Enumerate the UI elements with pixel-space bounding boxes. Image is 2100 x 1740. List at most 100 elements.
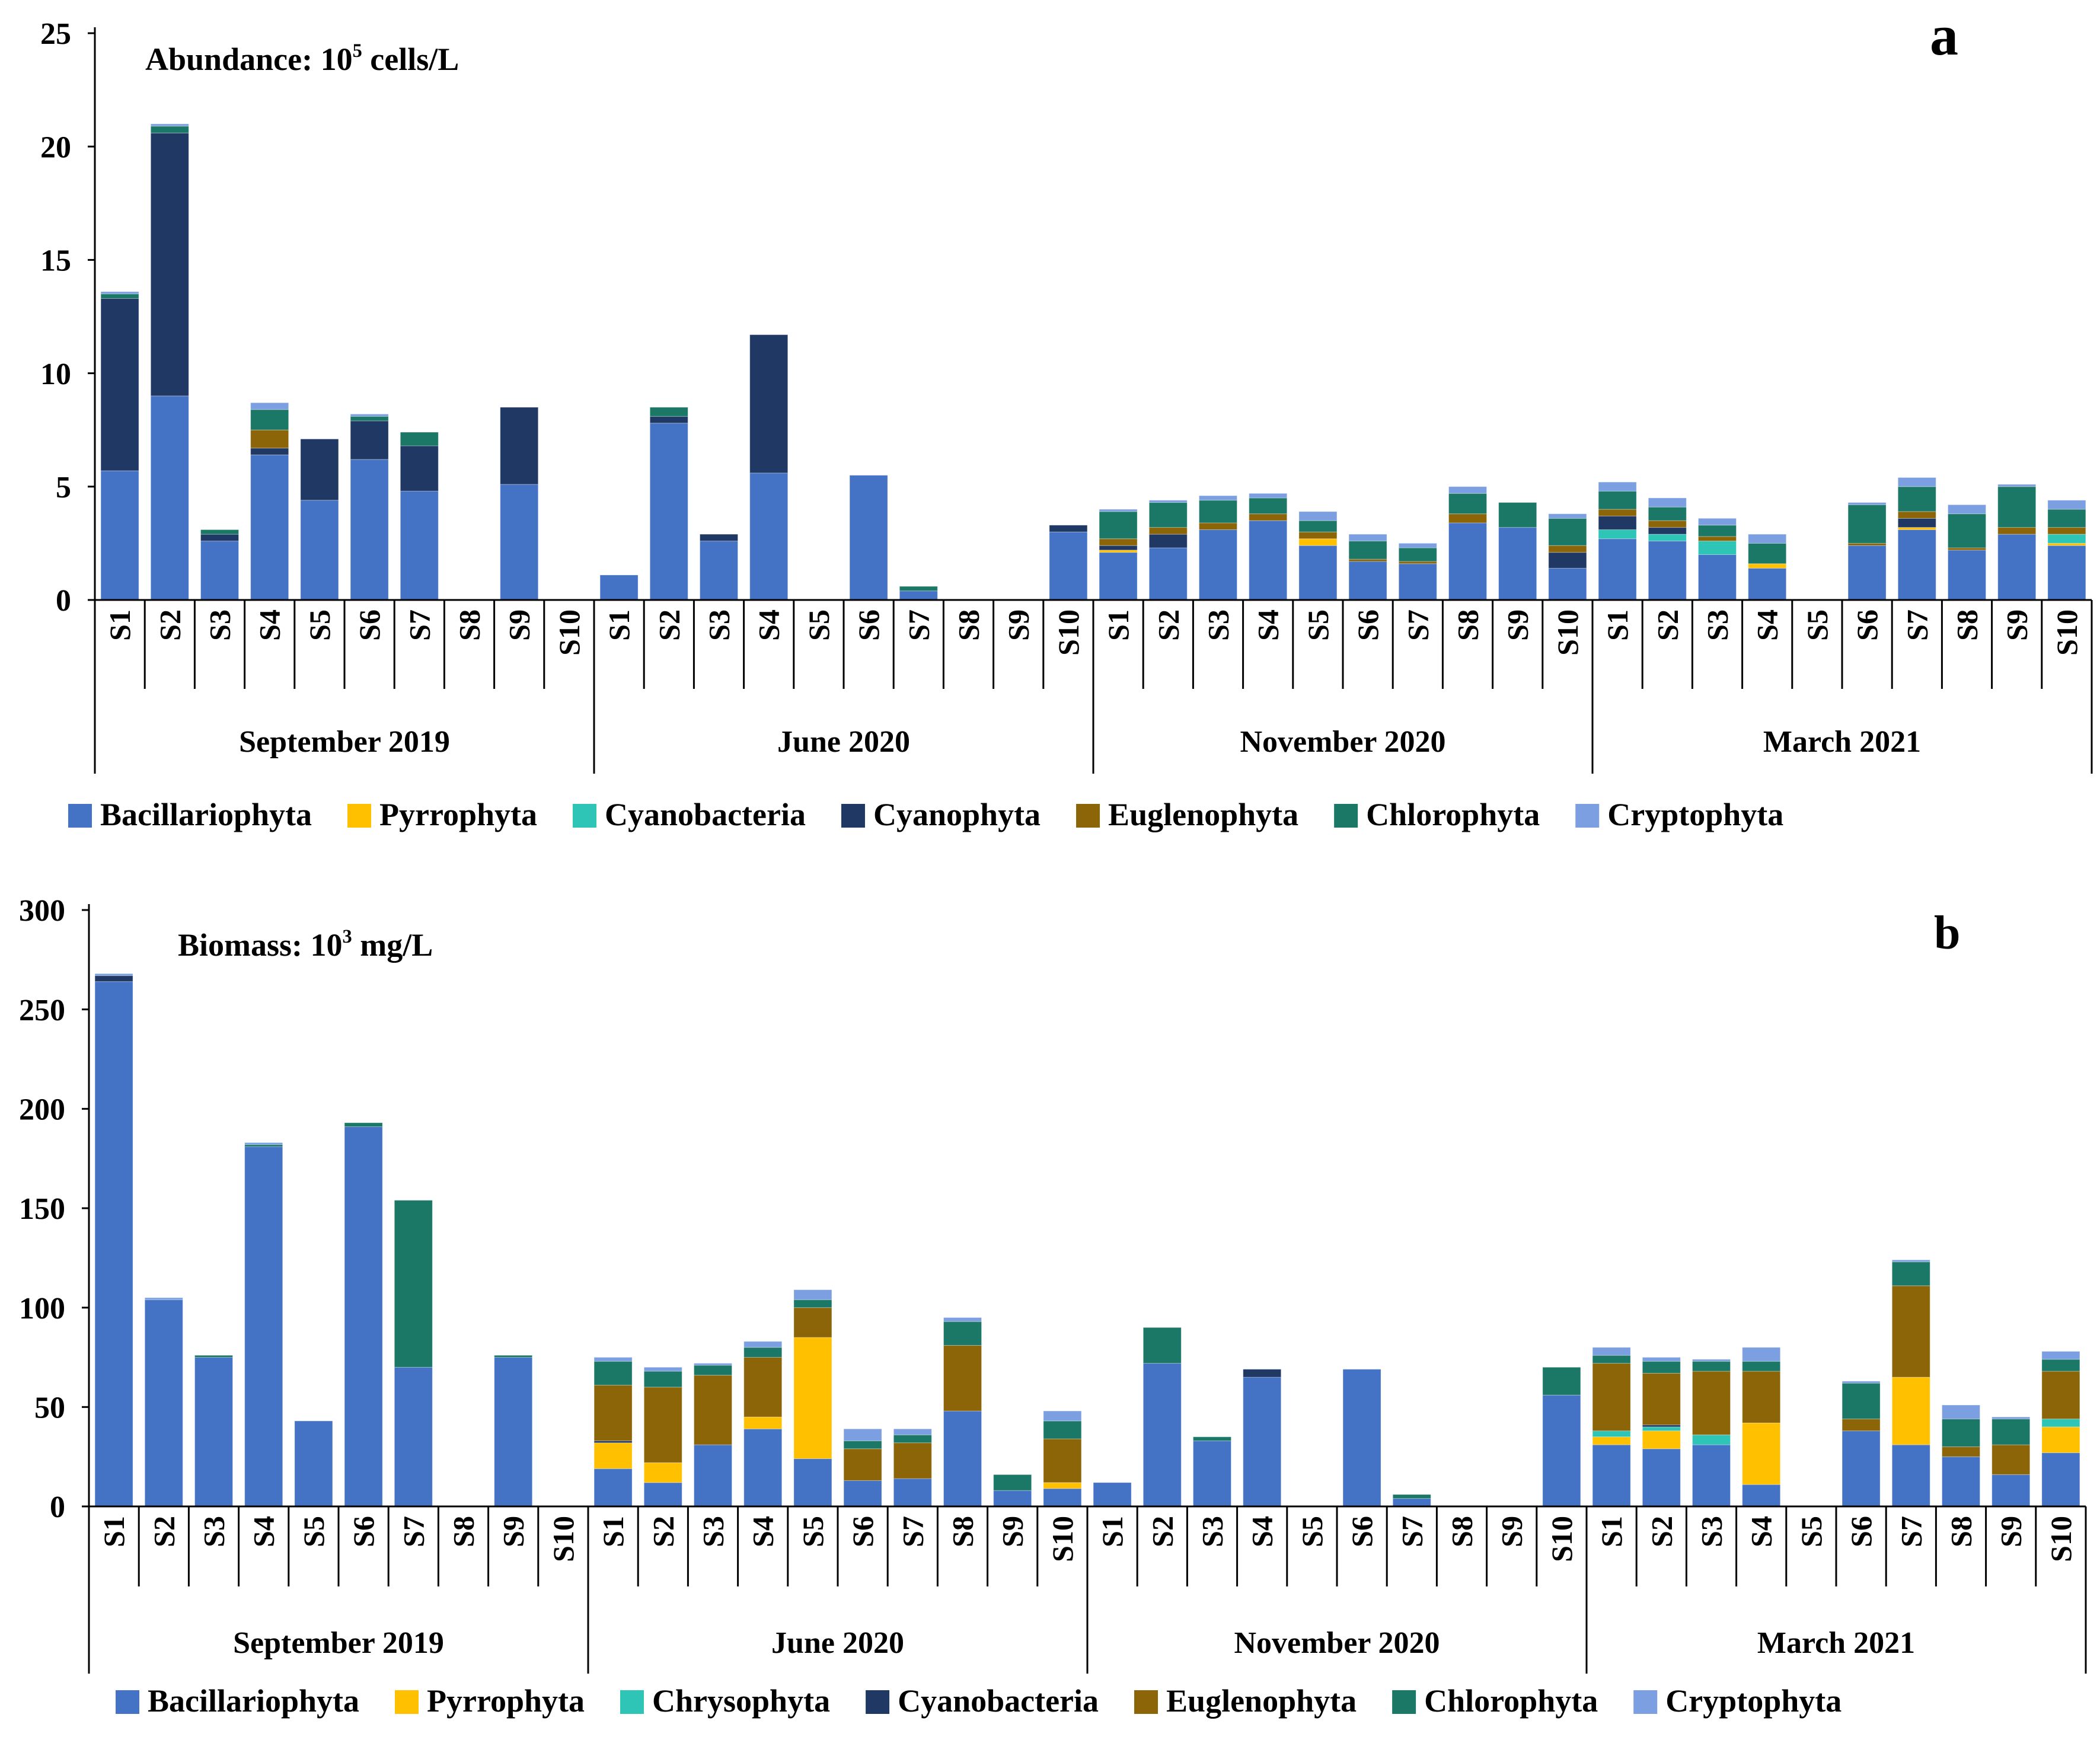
site-label-s3: S3: [1196, 1516, 1229, 1547]
site-label-s9: S9: [503, 609, 536, 641]
bar-cryptophyta-september-2019-s1: [94, 973, 133, 976]
bar-cryptophyta-september-2019-s2: [144, 1297, 183, 1300]
bar-chlorophyta-june-2020-s7: [893, 1434, 932, 1444]
bar-bacillariophyta-june-2020-s2: [643, 1482, 682, 1507]
bar-pyrrophyta-march-2021-s10: [2041, 1426, 2080, 1453]
bar-chlorophyta-june-2020-s3: [694, 1365, 732, 1376]
legend-swatch-chlorophyta: [1392, 1690, 1416, 1714]
legend-label-chlorophyta: Chlorophyta: [1424, 1683, 1598, 1719]
bar-bacillariophyta-june-2020-s4: [749, 472, 789, 601]
site-label-s6: S6: [1844, 1516, 1878, 1547]
bar-chlorophyta-march-2021-s2: [1648, 506, 1687, 521]
bar-euglenophyta-march-2021-s9: [1992, 1444, 2031, 1475]
legend-label-cryptophyta: Cryptophyta: [1665, 1683, 1842, 1719]
bar-bacillariophyta-march-2021-s7: [1891, 1444, 1930, 1507]
site-label-s7: S7: [1900, 609, 1933, 641]
bar-bacillariophyta-march-2021-s2: [1648, 541, 1687, 601]
site-label-s6: S6: [1351, 609, 1384, 641]
bar-cryptophyta-november-2020-s10: [1548, 513, 1587, 519]
bar-cryptophyta-march-2021-s2: [1642, 1357, 1681, 1362]
bar-bacillariophyta-november-2020-s1: [1099, 552, 1138, 601]
bar-cyanophyta-june-2020-s2: [649, 416, 688, 424]
legend-swatch-euglenophyta: [1134, 1690, 1158, 1714]
bar-cryptophyta-june-2020-s1: [593, 1357, 633, 1362]
bar-bacillariophyta-september-2019-s2: [150, 395, 189, 601]
bar-chlorophyta-september-2019-s9: [494, 1355, 533, 1358]
chart-title: Biomass: 103 mg/L: [178, 926, 433, 963]
group-label-june-2020: June 2020: [777, 725, 910, 759]
legend-swatch-cyanobacteria: [866, 1690, 890, 1714]
bar-euglenophyta-june-2020-s7: [893, 1442, 932, 1479]
y-tick-label: 250: [19, 994, 65, 1027]
panel-b-biomass-chart: 0 50 100 150 200 250 300 S1 S2 S3 S4 S5 S6 S7 S8 S9 S10 S…: [19, 894, 2087, 1719]
bar-bacillariophyta-november-2020-s5: [1298, 545, 1338, 601]
bar-euglenophyta-november-2020-s6: [1348, 558, 1387, 562]
bar-cyanobacteria-september-2019-s1: [94, 975, 133, 982]
bar-euglenophyta-march-2021-s2: [1642, 1372, 1681, 1426]
bar-euglenophyta-march-2021-s4: [1742, 1371, 1781, 1423]
bar-chlorophyta-september-2019-s7: [400, 432, 439, 446]
bar-bacillariophyta-november-2020-s4: [1243, 1377, 1282, 1507]
bar-bacillariophyta-june-2020-s5: [793, 1458, 832, 1507]
bar-chlorophyta-september-2019-s4: [250, 409, 289, 430]
bar-cryptophyta-march-2021-s3: [1692, 1359, 1731, 1362]
site-label-s6: S6: [846, 1516, 879, 1547]
group-label-november-2020: November 2020: [1234, 1626, 1440, 1660]
bar-chlorophyta-march-2021-s6: [1847, 504, 1887, 544]
bar-bacillariophyta-november-2020-s2: [1148, 547, 1188, 601]
group-label-september-2019: September 2019: [239, 725, 450, 759]
legend-swatch-cryptophyta: [1575, 804, 1600, 828]
bar-pyrrophyta-june-2020-s10: [1043, 1482, 1082, 1489]
bar-euglenophyta-march-2021-s10: [2047, 527, 2086, 535]
site-label-s3: S3: [697, 1516, 730, 1547]
bar-cryptophyta-september-2019-s6: [350, 413, 389, 417]
bar-cyanophyta-september-2019-s3: [200, 534, 239, 542]
bar-chlorophyta-june-2020-s8: [943, 1321, 982, 1346]
bar-bacillariophyta-march-2021-s1: [1592, 1444, 1631, 1507]
site-label-s7: S7: [1401, 609, 1434, 641]
bar-bacillariophyta-september-2019-s1: [94, 981, 133, 1507]
bar-bacillariophyta-june-2020-s7: [899, 590, 938, 601]
site-label-s6: S6: [347, 1516, 380, 1547]
bar-euglenophyta-march-2021-s3: [1692, 1371, 1731, 1435]
bar-euglenophyta-march-2021-s9: [1997, 527, 2037, 535]
site-label-s8: S8: [946, 1516, 979, 1547]
bar-bacillariophyta-june-2020-s3: [700, 541, 738, 601]
bar-euglenophyta-march-2021-s10: [2041, 1371, 2080, 1419]
bar-euglenophyta-november-2020-s5: [1298, 531, 1338, 539]
site-label-s3: S3: [197, 1516, 231, 1547]
bar-euglenophyta-march-2021-s6: [1842, 1418, 1881, 1432]
bar-chlorophyta-june-2020-s10: [1043, 1420, 1082, 1439]
y-tick-label: 0: [50, 1490, 65, 1524]
bar-cryptophyta-june-2020-s3: [694, 1363, 732, 1366]
bar-chlorophyta-november-2020-s2: [1148, 502, 1188, 528]
bar-cyanophyta-september-2019-s2: [150, 132, 189, 397]
bar-bacillariophyta-september-2019-s6: [344, 1126, 383, 1507]
site-label-s3: S3: [703, 609, 736, 641]
bar-pyrrophyta-march-2021-s7: [1897, 527, 1936, 530]
bar-cryptophyta-june-2020-s7: [893, 1428, 932, 1435]
bar-bacillariophyta-september-2019-s7: [394, 1367, 433, 1507]
bar-bacillariophyta-march-2021-s6: [1842, 1431, 1881, 1507]
bar-cryptophyta-march-2021-s8: [1948, 504, 1986, 515]
site-label-s1: S1: [1601, 609, 1634, 641]
site-label-s9: S9: [1994, 1516, 2028, 1547]
bar-chlorophyta-june-2020-s2: [649, 407, 688, 417]
site-label-s10: S10: [1545, 1516, 1578, 1562]
bar-bacillariophyta-september-2019-s5: [294, 1420, 333, 1507]
site-label-s8: S8: [447, 1516, 480, 1547]
site-label-s1: S1: [103, 609, 136, 641]
bar-chlorophyta-march-2021-s9: [1997, 486, 2037, 528]
legend-swatch-cyanobacteria: [573, 804, 597, 828]
bar-bacillariophyta-june-2020-s3: [694, 1444, 732, 1507]
bar-chlorophyta-november-2020-s8: [1448, 493, 1487, 515]
site-label-s5: S5: [303, 609, 336, 641]
bar-bacillariophyta-november-2020-s1: [1093, 1482, 1132, 1507]
bar-pyrrophyta-june-2020-s5: [793, 1337, 832, 1460]
site-label-s5: S5: [802, 609, 835, 641]
bar-bacillariophyta-september-2019-s5: [300, 500, 339, 601]
legend-label-cyanobacteria: Cyanobacteria: [605, 797, 806, 832]
bar-cyanobacteria-june-2020-s1: [593, 1440, 633, 1444]
bar-chlorophyta-march-2021-s4: [1748, 542, 1787, 564]
